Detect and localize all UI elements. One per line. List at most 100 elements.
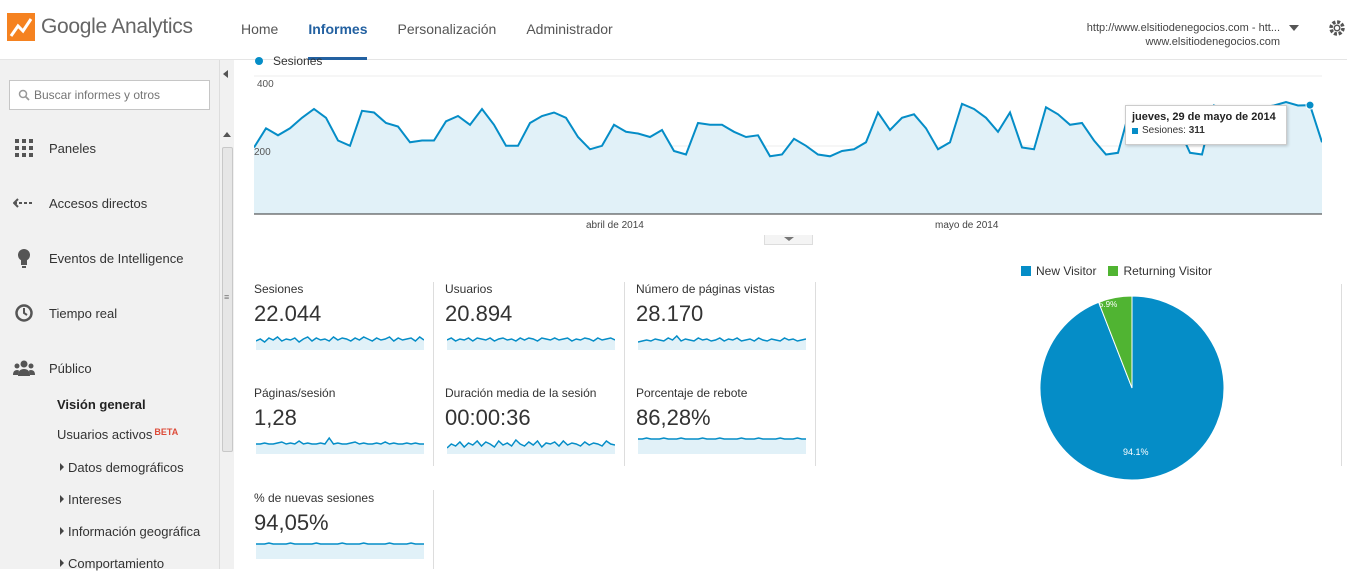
sidebar-item-accesos[interactable]: Accesos directos	[0, 185, 219, 221]
chart-legend: Sesiones	[255, 54, 322, 68]
lightbulb-icon	[12, 246, 36, 270]
sidebar-subitem-demograficos[interactable]: Datos demográficos	[60, 460, 184, 475]
scrollbar-thumb[interactable]	[222, 147, 233, 452]
scroll-up-icon[interactable]	[223, 132, 231, 137]
search-icon	[18, 89, 30, 101]
sidebar-item-label: Eventos de Intelligence	[49, 250, 184, 266]
series-area	[254, 102, 1322, 214]
chevron-down-icon[interactable]	[1289, 25, 1299, 31]
tooltip-value: 311	[1188, 125, 1205, 136]
metric-value: 94,05%	[254, 510, 329, 535]
account-selector[interactable]: http://www.elsitiodenegocios.com - htt..…	[1080, 21, 1280, 49]
metric-divider	[433, 490, 434, 569]
triangle-right-icon	[60, 495, 64, 503]
sparkline-area	[256, 438, 424, 454]
nav-home[interactable]: Home	[241, 21, 279, 37]
series-swatch	[1132, 127, 1138, 134]
google-analytics-logo[interactable]: Google Analytics	[7, 13, 193, 41]
legend-label: Returning Visitor	[1123, 264, 1212, 278]
sidebar-item-label: Paneles	[49, 140, 96, 156]
sidebar-subitem-geografica[interactable]: Información geográfica	[60, 524, 200, 539]
report-content: Sesiones 400 200 abril de 2014 mayo de 2…	[234, 54, 1347, 571]
sidebar-subitem-label: Usuarios activos	[57, 427, 153, 442]
sessions-chart[interactable]: 400 200 abril de 2014 mayo de 2014	[253, 74, 1323, 234]
triangle-right-icon	[60, 463, 64, 471]
metric-sesiones[interactable]: Sesiones 22.044	[254, 282, 435, 362]
top-bar: Google Analytics Home Informes Personali…	[0, 0, 1347, 60]
sparkline-line	[447, 337, 615, 342]
sidebar-item-publico[interactable]: Público	[0, 350, 219, 386]
pie-label: 94.1%	[1123, 447, 1149, 457]
sidebar-subitem-vision-general[interactable]: Visión general	[57, 397, 146, 412]
metric-paginas-vistas[interactable]: Número de páginas vistas 28.170	[636, 282, 817, 362]
sidebar-item-label: Tiempo real	[49, 305, 118, 321]
pie-legend: New Visitor Returning Visitor	[1021, 264, 1224, 278]
sparkline-line	[447, 438, 615, 449]
sessions-chart-svg[interactable]	[253, 74, 1323, 234]
metric-usuarios[interactable]: Usuarios 20.894	[445, 282, 626, 362]
account-url: http://www.elsitiodenegocios.com - htt..…	[1086, 22, 1280, 34]
collapse-chart-toggle[interactable]	[764, 235, 813, 245]
tooltip-date: jueves, 29 de mayo de 2014	[1132, 111, 1276, 123]
sidebar-subitem-usuarios-activos[interactable]: Usuarios activos BETA	[57, 427, 178, 442]
legend-swatch	[1021, 266, 1031, 276]
series-dot	[255, 57, 263, 65]
metric-label: Páginas/sesión	[254, 386, 336, 400]
sparkline-area	[638, 336, 806, 350]
sparkline-line	[256, 436, 424, 445]
sparkline	[256, 336, 424, 350]
metric-divider	[624, 282, 625, 466]
right-scroll-edge	[1341, 284, 1347, 466]
sidebar-scrollbar[interactable]: ≡	[219, 60, 234, 569]
chart-tooltip: jueves, 29 de mayo de 2014 Sesiones: 311	[1125, 105, 1287, 145]
gear-icon[interactable]	[1327, 18, 1347, 38]
x-tick-label: abril de 2014	[586, 220, 644, 231]
tooltip-row: Sesiones: 311	[1132, 125, 1280, 136]
nav-informes[interactable]: Informes	[293, 0, 382, 60]
sparkline	[447, 337, 615, 350]
sparkline-line	[638, 334, 806, 343]
legend-item-returning[interactable]: Returning Visitor	[1108, 264, 1212, 278]
sidebar-subitem-intereses[interactable]: Intereses	[60, 492, 121, 507]
sidebar-subitem-label: Intereses	[68, 492, 122, 507]
analytics-logo-icon	[7, 13, 35, 41]
sparkline	[638, 437, 806, 454]
metric-value: 20.894	[445, 301, 513, 326]
sidebar-subitem-comportamiento[interactable]: Comportamiento	[60, 556, 164, 571]
legend-label: New Visitor	[1036, 264, 1097, 278]
metric-label: Porcentaje de rebote	[636, 386, 748, 400]
metric-nuevas-sesiones[interactable]: % de nuevas sesiones 94,05%	[254, 491, 435, 571]
sparkline	[638, 334, 806, 350]
legend-label: Sesiones	[273, 54, 323, 68]
search-box[interactable]	[9, 80, 210, 110]
metric-rebote[interactable]: Porcentaje de rebote 86,28%	[636, 386, 817, 466]
collapse-sidebar-icon[interactable]	[223, 70, 228, 78]
nav-administrador[interactable]: Administrador	[526, 21, 613, 37]
nav-personalizacion[interactable]: Personalización	[397, 21, 497, 37]
account-property: www.elsitiodenegocios.com	[1145, 36, 1280, 48]
metric-label: Usuarios	[445, 282, 493, 296]
pie-label: 5.9%	[1099, 300, 1117, 309]
metric-duracion[interactable]: Duración media de la sesión 00:00:36	[445, 386, 626, 466]
sparkline	[256, 542, 424, 559]
metric-divider	[433, 282, 434, 466]
metric-paginas-sesion[interactable]: Páginas/sesión 1,28	[254, 386, 435, 466]
sidebar-item-label: Accesos directos	[49, 195, 148, 211]
sidebar-item-paneles[interactable]: Paneles	[0, 130, 219, 166]
sidebar-item-intelligence[interactable]: Eventos de Intelligence	[0, 240, 219, 276]
metric-divider	[815, 282, 816, 466]
y-tick-label: 400	[257, 79, 274, 90]
visitor-pie-chart[interactable]: 94.1% 5.9%	[1032, 288, 1232, 488]
metric-value: 1,28	[254, 405, 297, 430]
people-icon	[12, 356, 36, 380]
logo-brand: Google	[41, 15, 107, 38]
search-input[interactable]	[34, 88, 204, 102]
grip-icon[interactable]: ≡	[224, 292, 230, 302]
legend-item-new[interactable]: New Visitor	[1021, 264, 1096, 278]
sidebar-subitem-label: Información geográfica	[68, 524, 201, 539]
sidebar: Paneles Accesos directos Eventos de Inte…	[0, 60, 219, 571]
sparkline-area	[638, 438, 806, 454]
sparkline-line	[638, 437, 806, 440]
metric-value: 00:00:36	[445, 405, 531, 430]
sidebar-item-tiempo-real[interactable]: Tiempo real	[0, 295, 219, 331]
